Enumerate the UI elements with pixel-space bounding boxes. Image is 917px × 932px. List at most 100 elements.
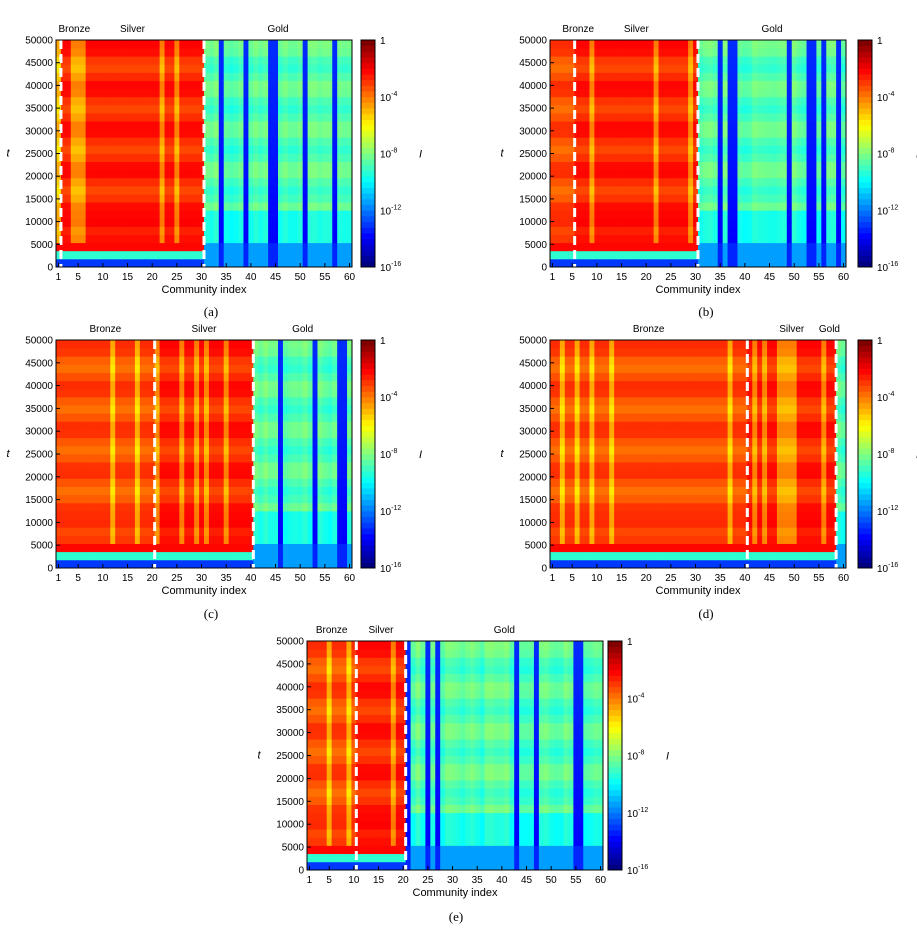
heatmap-cell	[347, 194, 353, 203]
heatmap-cell	[189, 486, 195, 496]
heatmap-cell	[174, 405, 180, 414]
heatmap-cell	[65, 478, 72, 487]
heatmap-cell	[139, 397, 146, 406]
heatmap-cell	[757, 64, 763, 73]
heatmap-cell	[204, 380, 210, 390]
heatmap-cell	[228, 177, 234, 187]
heatmap-cell	[100, 210, 106, 219]
heatmap-cell	[836, 250, 842, 260]
heatmap-cell	[302, 48, 308, 57]
heatmap-cell	[95, 218, 101, 227]
heatmap-cell	[248, 429, 254, 439]
heatmap-cell	[95, 48, 101, 57]
heatmap-cell	[95, 177, 101, 187]
heatmap-cell	[120, 494, 126, 504]
heatmap-cell	[796, 234, 802, 244]
heatmap-cell	[273, 145, 279, 154]
heatmap-cell	[268, 104, 274, 114]
heatmap-cell	[105, 210, 111, 219]
heatmap-cell	[134, 535, 141, 544]
heatmap-cell	[841, 56, 847, 65]
heatmap-cell	[218, 454, 225, 463]
colorbar-segment	[361, 40, 375, 47]
heatmap-cell	[164, 356, 170, 365]
heatmap-cell	[559, 153, 566, 163]
colorbar-segment	[858, 57, 872, 64]
heatmap-cell	[712, 129, 719, 138]
heatmap-cell	[554, 121, 561, 130]
heatmap-cell	[130, 511, 136, 520]
heatmap-cell	[658, 129, 664, 138]
heatmap-cell	[75, 210, 82, 219]
heatmap-cell	[90, 372, 96, 382]
heatmap-cell	[564, 48, 571, 57]
heatmap-cell	[579, 242, 585, 252]
heatmap-cell	[292, 437, 299, 447]
heatmap-cell	[120, 454, 126, 463]
heatmap-cell	[204, 185, 210, 195]
heatmap-cell	[80, 112, 86, 122]
heatmap-cell	[278, 88, 284, 98]
heatmap-cell	[599, 226, 605, 235]
heatmap-cell	[125, 185, 131, 195]
heatmap-cell	[273, 72, 279, 81]
heatmap-cell	[268, 372, 274, 382]
heatmap-cell	[732, 112, 738, 122]
heatmap-cell	[599, 121, 605, 130]
heatmap-cell	[154, 364, 160, 373]
heatmap-cell	[120, 437, 126, 447]
heatmap-cell	[164, 48, 170, 57]
heatmap-cell	[248, 494, 254, 504]
heatmap-cell	[134, 543, 141, 553]
heatmap-cell	[75, 397, 82, 406]
heatmap-cell	[169, 388, 175, 398]
heatmap-cell	[56, 470, 62, 479]
heatmap-cell	[292, 559, 299, 569]
heatmap-cell	[717, 226, 724, 235]
heatmap-cell	[95, 40, 101, 49]
heatmap-cell	[550, 48, 556, 57]
heatmap-cell	[337, 80, 343, 90]
heatmap-cell	[169, 478, 175, 487]
heatmap-cell	[95, 380, 101, 390]
heatmap-cell	[85, 486, 91, 496]
heatmap-cell	[169, 64, 175, 73]
heatmap-cell	[174, 202, 180, 211]
heatmap-cell	[614, 121, 620, 130]
heatmap-cell	[609, 226, 615, 235]
heatmap-cell	[273, 494, 279, 504]
heatmap-cell	[268, 535, 274, 544]
heatmap-cell	[688, 40, 694, 49]
heatmap-cell	[609, 202, 615, 211]
heatmap-cell	[816, 218, 822, 227]
colorbar-tick-label: 10-8	[877, 148, 894, 161]
heatmap-cell	[65, 356, 72, 365]
heatmap-cell	[110, 153, 116, 163]
heatmap-cell	[228, 250, 234, 260]
heatmap-cell	[337, 40, 343, 49]
heatmap-cell	[579, 153, 585, 163]
heatmap-cell	[302, 445, 308, 455]
heatmap-cell	[747, 234, 753, 244]
heatmap-cell	[159, 234, 165, 244]
heatmap-cell	[762, 48, 768, 57]
heatmap-cell	[184, 48, 190, 57]
heatmap-cell	[722, 48, 728, 57]
heatmap-cell	[831, 145, 837, 154]
heatmap-cell	[233, 511, 239, 520]
heatmap-cell	[248, 421, 254, 430]
x-tick-label: 45	[270, 272, 282, 283]
heatmap-cell	[115, 129, 121, 138]
heatmap-cell	[75, 380, 82, 390]
heatmap-cell	[174, 388, 180, 398]
heatmap-cell	[218, 429, 225, 439]
heatmap-cell	[297, 80, 304, 90]
heatmap-cell	[110, 104, 116, 114]
heatmap-cell	[258, 413, 264, 422]
heatmap-cell	[347, 177, 353, 187]
heatmap-cell	[297, 48, 304, 57]
heatmap-cell	[95, 104, 101, 114]
colorbar-segment	[858, 198, 872, 205]
heatmap-cell	[213, 218, 220, 227]
heatmap-cell	[253, 145, 259, 154]
